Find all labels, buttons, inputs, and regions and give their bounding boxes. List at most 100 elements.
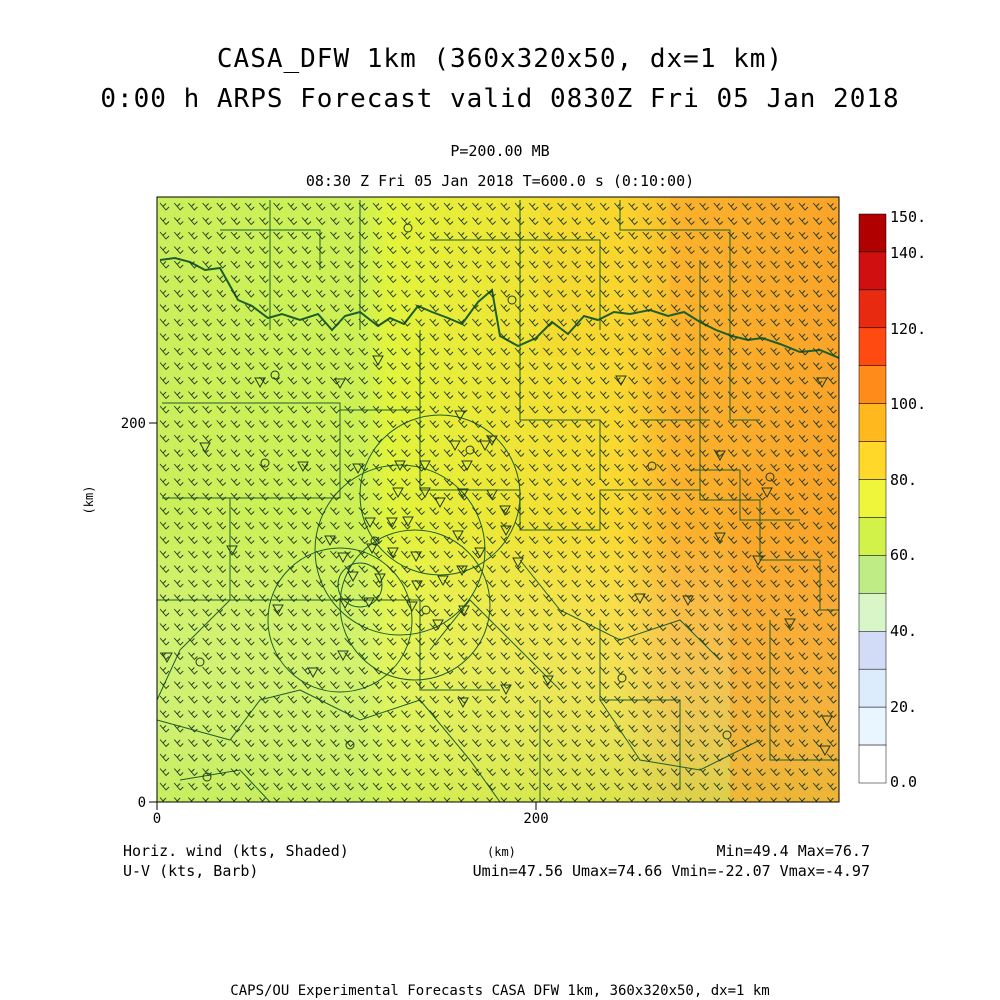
- wind-barb: [741, 304, 752, 313]
- wind-barb: [528, 391, 539, 400]
- wind-barb: [699, 492, 709, 501]
- colorbar-label: 100.: [890, 395, 926, 413]
- wind-barb: [173, 304, 184, 313]
- station-triangle-marker: [297, 461, 309, 473]
- wind-barb: [173, 652, 184, 661]
- wind-barb: [244, 391, 255, 400]
- wind-barb: [713, 637, 724, 646]
- wind-barb: [756, 681, 766, 690]
- wind-barb: [798, 289, 809, 298]
- wind-barb: [642, 637, 653, 646]
- wind-barb: [585, 231, 596, 240]
- wind-barb: [216, 260, 227, 269]
- wind-barb: [628, 637, 638, 646]
- wind-barb: [401, 637, 411, 646]
- wind-barb: [358, 666, 369, 675]
- colorbar-segment: [858, 517, 887, 556]
- wind-barb: [500, 260, 511, 269]
- wind-barb: [188, 623, 198, 632]
- wind-barb: [713, 420, 724, 429]
- wind-barb: [656, 681, 667, 690]
- wind-barb: [287, 260, 298, 269]
- wind-barb: [741, 449, 752, 458]
- wind-barb: [685, 246, 695, 255]
- wind-barb: [670, 405, 681, 414]
- wind-barb: [358, 217, 369, 226]
- wind-barb: [599, 289, 610, 298]
- colorbar-segment: [858, 403, 887, 442]
- wind-barb: [798, 217, 809, 226]
- wind-barb: [301, 536, 312, 545]
- wind-barb: [344, 260, 354, 269]
- y-tick-200: 200: [121, 416, 146, 432]
- wind-barb: [812, 681, 823, 690]
- wind-barb: [202, 565, 212, 574]
- wind-barb: [486, 797, 496, 802]
- wind-barb: [784, 768, 795, 777]
- wind-barb: [741, 376, 752, 385]
- wind-barb: [585, 652, 596, 661]
- station-circle-marker: [345, 740, 355, 750]
- wind-barb: [216, 492, 227, 501]
- wind-barb: [741, 753, 752, 762]
- wind-barb: [741, 579, 752, 588]
- wind-barb: [173, 202, 184, 211]
- wind-barb: [188, 782, 198, 791]
- wind-barb: [287, 202, 298, 211]
- wind-barb: [315, 376, 326, 385]
- wind-barb: [812, 420, 823, 429]
- wind-barb: [812, 362, 823, 371]
- wind-barb: [784, 362, 795, 371]
- wind-barb: [628, 695, 638, 704]
- wind-barb: [543, 391, 553, 400]
- wind-barb: [216, 434, 227, 443]
- wind-barb: [188, 594, 198, 603]
- wind-barb: [159, 434, 170, 443]
- colorbar-label: 120.: [890, 320, 926, 338]
- wind-barb: [798, 536, 809, 545]
- wind-barb: [259, 449, 269, 458]
- wind-barb: [784, 333, 795, 342]
- wind-barb: [301, 391, 312, 400]
- wind-barb: [457, 710, 468, 719]
- wind-barb: [727, 260, 738, 269]
- wind-barb: [372, 333, 383, 342]
- wind-barb: [727, 318, 738, 327]
- wind-barb: [273, 362, 283, 371]
- wind-barb: [741, 333, 752, 342]
- wind-barb: [415, 275, 425, 284]
- wind-barb: [628, 333, 638, 342]
- wind-barb: [472, 579, 482, 588]
- wind-barb: [457, 652, 468, 661]
- wind-barb: [301, 550, 312, 559]
- wind-barb: [273, 231, 283, 240]
- wind-barb: [344, 724, 354, 733]
- wind-barb: [514, 739, 525, 748]
- wind-barb: [358, 376, 369, 385]
- wind-barb: [344, 362, 354, 371]
- wind-barb: [415, 246, 425, 255]
- wind-barb: [614, 246, 624, 255]
- wind-barb: [741, 492, 752, 501]
- plot-title-line1: CASA_DFW 1km (360x320x50, dx=1 km): [216, 44, 784, 74]
- station-triangle-marker: [411, 580, 423, 592]
- wind-barb: [386, 637, 397, 646]
- wind-barb: [273, 594, 283, 603]
- wind-barb: [259, 739, 269, 748]
- station-triangle-marker: [542, 675, 554, 687]
- wind-barb: [202, 608, 212, 617]
- wind-barb: [827, 579, 837, 588]
- wind-barb: [514, 666, 525, 675]
- wind-barb: [670, 579, 681, 588]
- wind-barb: [401, 666, 411, 675]
- wind-barb: [401, 782, 411, 791]
- wind-barb: [670, 318, 681, 327]
- wind-barb: [358, 202, 369, 211]
- wind-barb: [358, 637, 369, 646]
- wind-barb: [585, 347, 596, 356]
- wind-barb: [372, 275, 383, 284]
- wind-barb: [216, 710, 227, 719]
- wind-barb: [358, 492, 369, 501]
- wind-barb: [443, 478, 454, 487]
- wind-barb: [472, 681, 482, 690]
